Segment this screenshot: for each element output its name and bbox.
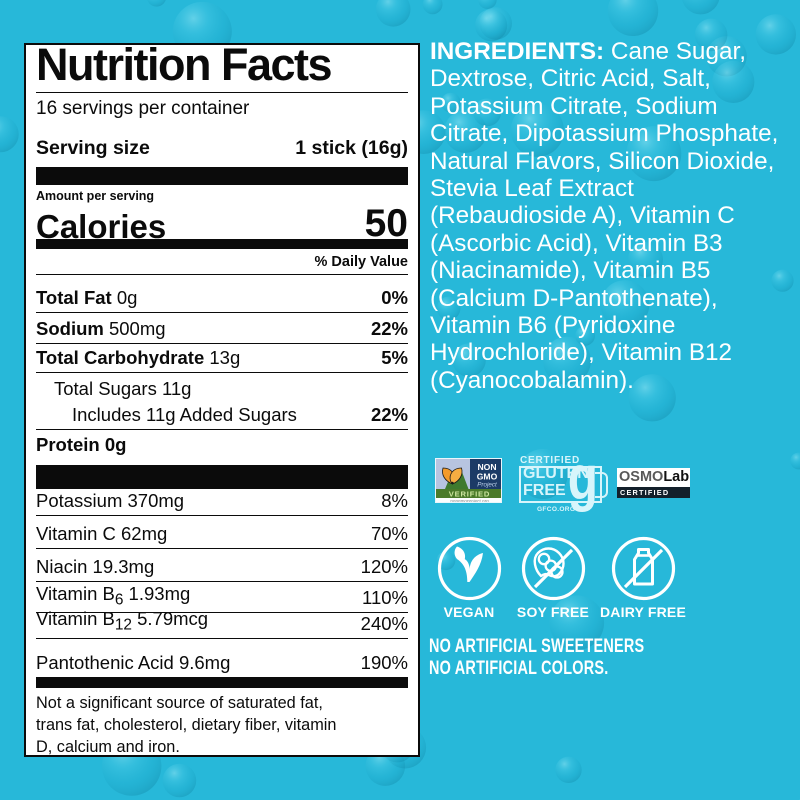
- svg-text:NON: NON: [477, 462, 496, 472]
- svg-text:VERIFIED: VERIFIED: [449, 489, 490, 498]
- svg-text:nongmoproject.org: nongmoproject.org: [450, 499, 489, 504]
- svg-text:GMO: GMO: [477, 472, 498, 482]
- svg-text:Project: Project: [477, 482, 497, 489]
